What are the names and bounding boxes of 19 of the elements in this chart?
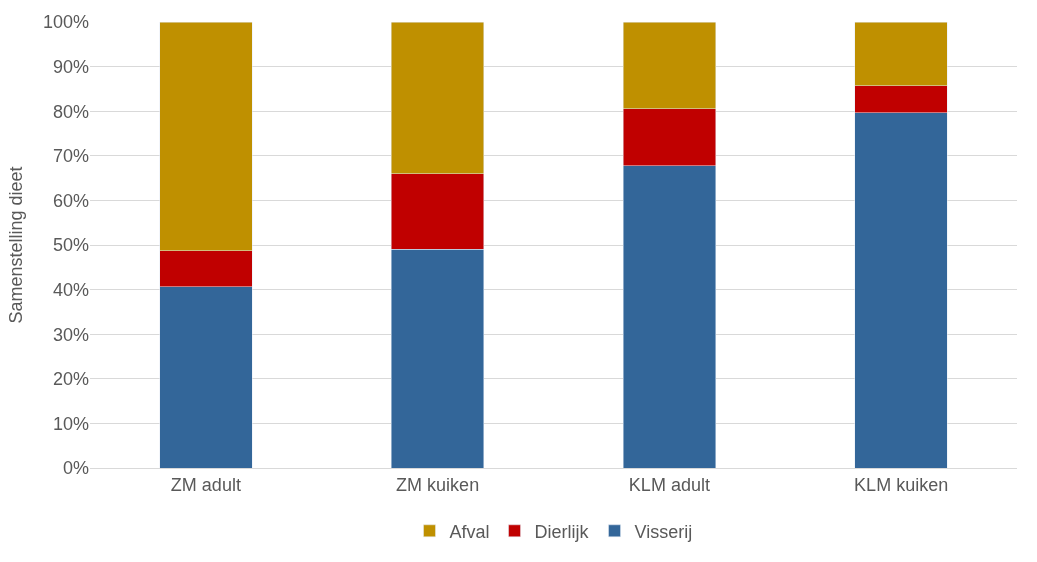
x-tick-label: ZM adult xyxy=(170,474,241,495)
y-tick-label: 70% xyxy=(52,146,89,167)
legend-label: Dierlijk xyxy=(534,521,590,542)
y-tick-label: 30% xyxy=(52,324,89,345)
y-tick-label: 40% xyxy=(52,279,89,300)
y-axis-title: Samenstelling dieet xyxy=(6,166,27,324)
y-tick-label: 20% xyxy=(52,369,89,390)
y-tick-label: 0% xyxy=(62,458,89,479)
y-tick-label: 10% xyxy=(52,413,89,434)
legend-label: Visserij xyxy=(634,521,693,542)
x-tick-label: ZM kuiken xyxy=(396,474,480,495)
legend-label: Afval xyxy=(449,521,490,542)
x-tick-label: KLM adult xyxy=(628,474,710,495)
y-tick-label: 50% xyxy=(52,235,89,256)
x-tick-label: KLM kuiken xyxy=(854,474,949,495)
y-tick-label: 80% xyxy=(52,101,89,122)
y-tick-label: 90% xyxy=(52,56,89,77)
y-tick-label: 60% xyxy=(52,190,89,211)
y-tick-label: 100% xyxy=(42,12,89,33)
